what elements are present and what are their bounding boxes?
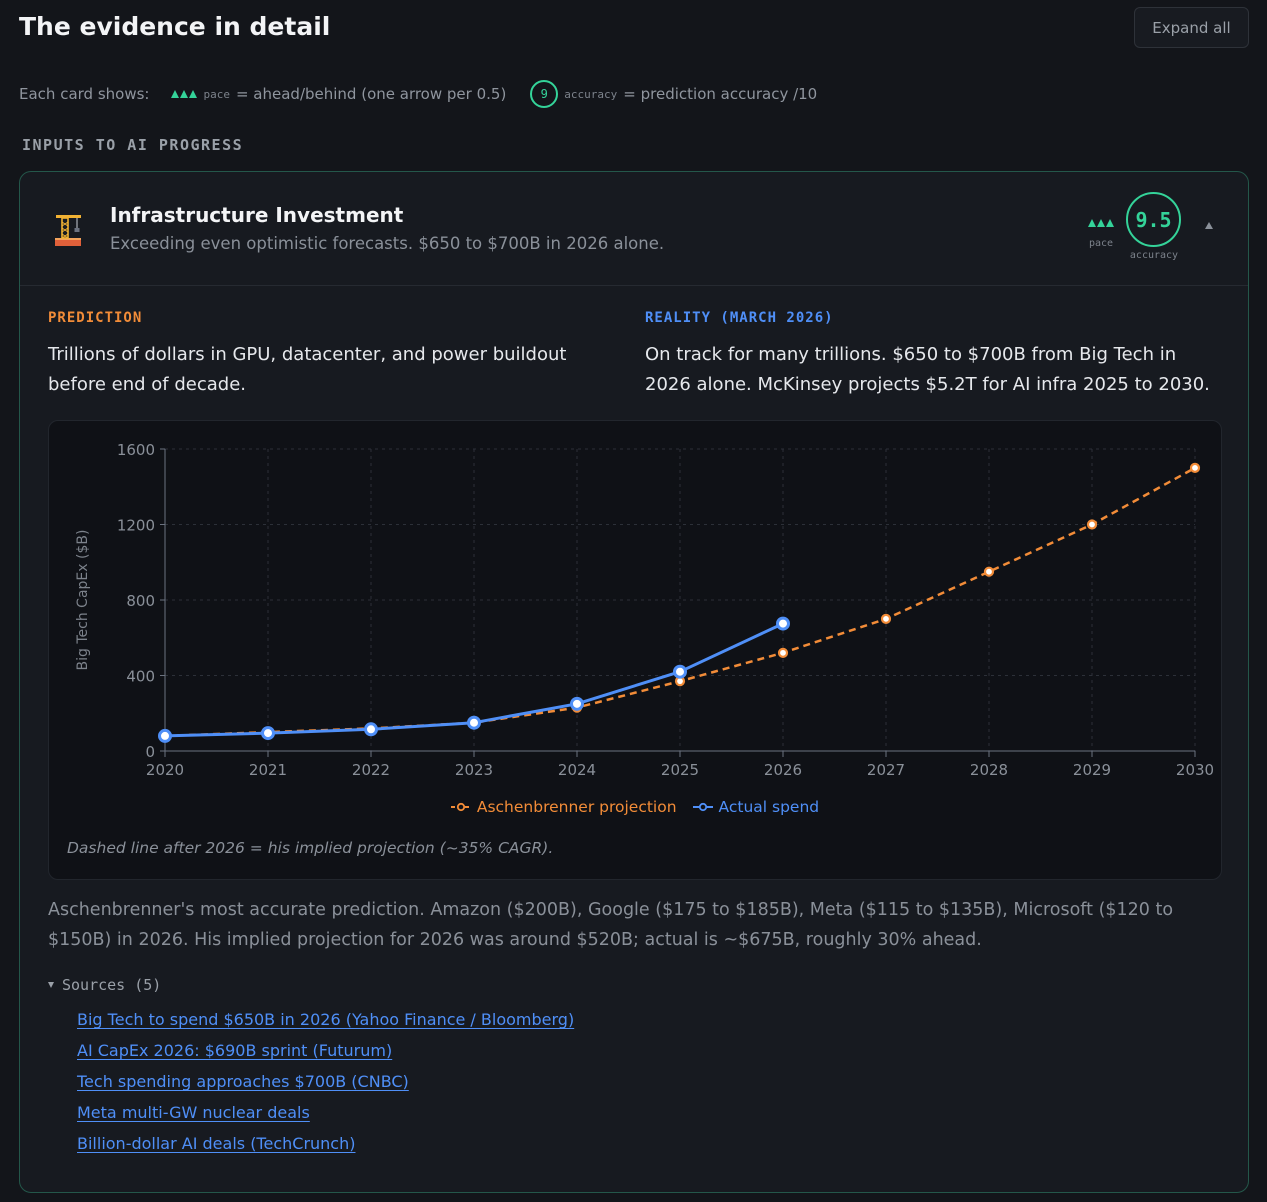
source-item: Tech spending approaches $700B (CNBC) [77,1072,574,1103]
capex-line-chart: 0 400 800 1200 1600 2020 2021 2022 2023 2024 2025 2… [75,441,1214,779]
x-tick-label: 2026 [764,761,802,779]
reality-label: REALITY (MARCH 2026) [645,310,834,326]
pace-arrows-icon [1088,219,1114,227]
source-item: Billion-dollar AI deals (TechCrunch) [77,1134,574,1165]
data-point [570,696,584,711]
collapse-caret-icon[interactable] [1205,222,1213,229]
source-item: Meta multi-GW nuclear deals [77,1103,574,1134]
accuracy-label: accuracy [1129,250,1179,261]
section-label: INPUTS TO AI PROGRESS [22,136,244,154]
pace-arrows-icon [171,90,198,98]
x-tick-label: 2023 [455,761,493,779]
legend-pace-desc: = ahead/behind (one arrow per 0.5) [235,85,507,103]
series-actual [158,616,790,743]
data-point [777,647,789,658]
caret-down-icon [48,982,54,988]
data-point [1189,462,1201,473]
x-tick-label: 2027 [867,761,905,779]
y-axis-label: Big Tech CapEx ($B) [75,530,91,671]
data-point [364,722,378,737]
legend-item-projection[interactable]: Aschenbrenner projection [450,798,677,816]
reality-text: On track for many trillions. $650 to $70… [645,344,1210,395]
data-point [467,715,481,730]
legend-label-projection: Aschenbrenner projection [476,798,677,816]
data-point [158,728,172,743]
accuracy-score: 9.5 [1126,192,1181,247]
data-point [983,566,995,577]
y-tick-label: 800 [126,592,155,610]
legend-label-actual: Actual spend [718,798,820,816]
data-point [261,726,275,741]
chart-legend: Aschenbrenner projection Actual spend [49,798,1221,816]
source-link[interactable]: AI CapEx 2026: $690B sprint (Futurum) [77,1041,393,1060]
prediction-text: Trillions of dollars in GPU, datacenter,… [48,344,567,395]
sources-label: Sources (5) [62,976,162,994]
source-link[interactable]: Big Tech to spend $650B in 2026 (Yahoo F… [77,1010,575,1029]
legend-row: Each card shows: pace = ahead/behind (on… [19,80,818,108]
prediction-label: PREDICTION [48,310,143,326]
solid-line-marker-icon [692,802,713,812]
source-link[interactable]: Tech spending approaches $700B (CNBC) [77,1072,409,1091]
card-title: Infrastructure Investment [110,203,404,227]
x-tick-label: 2021 [249,761,287,779]
summary-text: Aschenbrenner's most accurate prediction… [48,900,1174,950]
y-tick-label: 1600 [117,441,155,459]
y-tick-label: 1200 [117,517,155,535]
y-tick-label: 0 [145,743,155,761]
legend-accuracy-word: accuracy [564,87,618,101]
source-link[interactable]: Billion-dollar AI deals (TechCrunch) [77,1134,356,1153]
x-tick-label: 2025 [661,761,699,779]
sources-toggle[interactable]: Sources (5) [48,976,161,994]
x-tick-label: 2020 [146,761,184,779]
expand-all-button[interactable]: Expand all [1134,7,1249,48]
legend-pace-word: pace [203,87,230,101]
data-point [880,613,892,624]
accuracy-badge-icon: 9 [530,80,559,108]
card-header[interactable]: Infrastructure Investment Exceeding even… [20,172,1248,286]
page-title: The evidence in detail [19,12,331,41]
x-tick-label: 2028 [970,761,1008,779]
x-tick-label: 2022 [352,761,390,779]
legend-accuracy-desc: = prediction accuracy /10 [623,85,818,103]
pace-label: pace [1088,238,1114,249]
x-tick-label: 2024 [558,761,596,779]
chart-note: Dashed line after 2026 = his implied pro… [67,839,554,857]
source-item: AI CapEx 2026: $690B sprint (Futurum) [77,1041,574,1072]
y-tick-label: 400 [126,668,155,686]
data-point [776,616,790,631]
evidence-card: Infrastructure Investment Exceeding even… [19,171,1249,1193]
legend-prefix: Each card shows: [19,85,150,103]
construction-crane-icon [55,215,81,246]
source-link[interactable]: Meta multi-GW nuclear deals [77,1103,310,1122]
sources-list: Big Tech to spend $650B in 2026 (Yahoo F… [77,1010,574,1165]
pace-indicator: pace [1086,212,1116,249]
legend-item-actual[interactable]: Actual spend [692,798,820,816]
chart-panel: 0 400 800 1200 1600 2020 2021 2022 2023 2024 2025 2… [48,420,1222,880]
dashed-line-marker-icon [450,802,471,812]
data-point [1086,519,1098,530]
x-tick-label: 2030 [1176,761,1214,779]
data-point [673,664,687,679]
x-tick-label: 2029 [1073,761,1111,779]
source-item: Big Tech to spend $650B in 2026 (Yahoo F… [77,1010,574,1041]
card-subtitle: Exceeding even optimistic forecasts. $65… [110,234,665,253]
